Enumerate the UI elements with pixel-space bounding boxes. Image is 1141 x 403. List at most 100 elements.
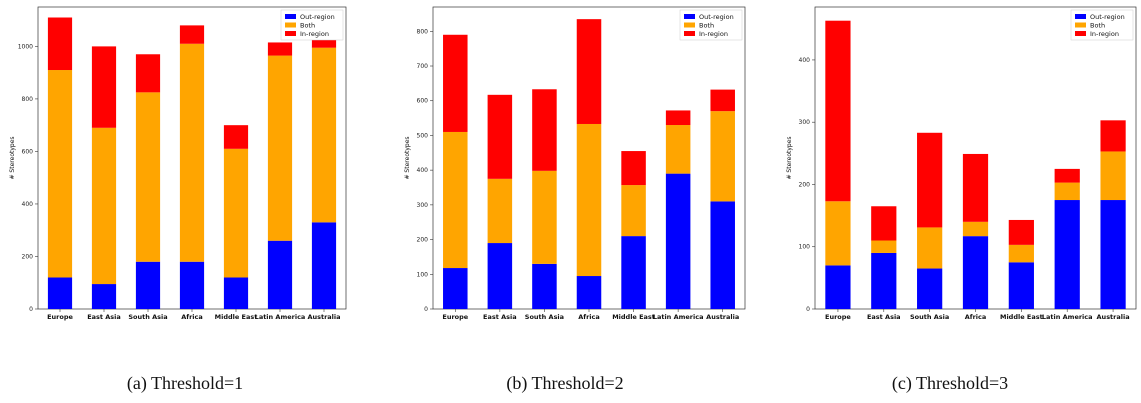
bar-segment-in-region <box>576 19 602 124</box>
y-tick-label: 600 <box>22 148 34 155</box>
bar-segment-in-region <box>1100 120 1126 152</box>
bar-segment-in-region <box>1008 219 1034 245</box>
y-tick-label: 400 <box>417 167 429 174</box>
bar-segment-both <box>311 47 337 223</box>
bar-segment-in-region <box>487 94 513 179</box>
y-axis-label: # Stereotypes <box>786 136 793 179</box>
y-tick-label: 0 <box>424 306 428 313</box>
bar-segment-both <box>962 221 989 237</box>
y-tick-label: 600 <box>417 98 429 105</box>
chart-panel-b: 0 100 200 300 400 500 600 700 800 # Stereotypes Eu… <box>380 0 750 340</box>
legend-swatch <box>684 31 695 36</box>
caption-c: (c) Threshold=3 <box>891 373 1009 393</box>
x-tick-label: Latin America <box>1042 313 1093 321</box>
bar-segment-in-region <box>917 132 943 228</box>
bar-segment-both <box>487 178 513 244</box>
bar-segment-in-region <box>532 89 557 171</box>
x-tick-label: Africa <box>965 313 987 321</box>
bar-segment-both <box>223 148 249 278</box>
bar-segment-out-region <box>91 284 117 309</box>
bar-segment-both <box>1100 151 1126 201</box>
bar-segment-out-region <box>1100 200 1126 309</box>
bar-segment-in-region <box>443 34 468 132</box>
y-tick-label: 0 <box>806 306 810 313</box>
y-tick-label: 100 <box>417 271 429 278</box>
x-tick-label: Australia <box>706 313 739 321</box>
legend-label: In-region <box>1090 30 1119 38</box>
y-tick-label: 700 <box>417 63 429 70</box>
bar-segment-out-region <box>962 236 989 309</box>
bar-segment-out-region <box>487 243 513 309</box>
bar-segment-both <box>871 240 897 253</box>
x-tick-label: Latin America <box>255 313 306 321</box>
legend-swatch <box>1075 22 1086 28</box>
bar-segment-out-region <box>871 252 897 309</box>
bar-segment-both <box>267 55 293 241</box>
x-tick-label: Europe <box>442 313 468 321</box>
x-tick-label: Middle East <box>612 313 655 321</box>
bar-segment-both <box>665 125 691 174</box>
y-tick-label: 1000 <box>18 43 33 50</box>
bar-segment-out-region <box>47 277 73 309</box>
y-tick-label: 200 <box>417 237 429 244</box>
x-tick-label: East Asia <box>867 313 901 321</box>
legend-swatch <box>285 31 296 36</box>
y-tick-label: 500 <box>417 132 429 139</box>
legend-swatch <box>285 22 296 28</box>
legend-swatch <box>684 14 695 19</box>
bar-segment-out-region <box>917 268 943 309</box>
y-axis-label: # Stereotypes <box>404 136 411 179</box>
bar-segment-out-region <box>311 222 337 309</box>
x-tick-label: Africa <box>578 313 600 321</box>
x-tick-label: South Asia <box>128 313 167 321</box>
bar-segment-out-region <box>532 263 557 309</box>
bar-segment-both <box>532 170 557 264</box>
bar-segment-out-region <box>135 261 161 309</box>
bar-segment-both <box>179 43 205 262</box>
y-tick-label: 200 <box>799 181 811 188</box>
bar-segment-out-region <box>267 240 293 309</box>
legend-label: Both <box>1090 22 1105 30</box>
chart-b: 0 100 200 300 400 500 600 700 800 # Stereotypes Eu… <box>404 6 746 321</box>
bar-segment-in-region <box>871 206 897 241</box>
x-tick-label: Europe <box>825 313 851 321</box>
bar-segment-both <box>443 131 468 269</box>
bar-segment-out-region <box>621 236 646 309</box>
x-tick-label: South Asia <box>910 313 949 321</box>
bar-segment-both <box>825 201 851 266</box>
bar-segment-both <box>621 185 646 237</box>
bar-segment-in-region <box>621 151 646 186</box>
bar-segment-out-region <box>1008 262 1034 309</box>
legend-swatch <box>1075 31 1086 36</box>
y-axis-label: # Stereotypes <box>9 136 16 179</box>
bar-segment-both <box>576 123 602 277</box>
bar-segment-in-region <box>91 46 117 128</box>
bar-segment-in-region <box>962 153 989 222</box>
bar-segment-in-region <box>47 17 73 71</box>
legend-label: Both <box>699 22 714 30</box>
caption-b: (b) Threshold=2 <box>506 373 624 393</box>
bar-segment-out-region <box>223 277 249 309</box>
bar-segment-both <box>47 70 73 278</box>
bar-segment-out-region <box>179 261 205 309</box>
bar-segment-in-region <box>710 89 735 112</box>
legend-swatch <box>285 14 296 19</box>
x-tick-label: Middle East <box>215 313 258 321</box>
x-tick-label: Latin America <box>653 313 704 321</box>
bar-segment-out-region <box>825 265 851 309</box>
bar-segment-both <box>91 127 117 285</box>
legend-label: Out-region <box>699 13 734 21</box>
legend-swatch <box>684 22 695 28</box>
bar-segment-in-region <box>1054 168 1080 183</box>
chart-a: 0 200 400 600 800 1000 # Stereotypes Europe East… <box>9 6 347 321</box>
y-tick-label: 200 <box>22 253 34 260</box>
y-tick-label: 800 <box>417 28 429 35</box>
y-tick-label: 400 <box>22 201 34 208</box>
bar-segment-out-region <box>1054 200 1080 309</box>
bar-segment-out-region <box>443 268 468 309</box>
y-tick-label: 100 <box>799 244 811 251</box>
bar-segment-in-region <box>825 20 851 202</box>
chart-panel-a: 0 200 400 600 800 1000 # Stereotypes Europe East… <box>0 0 360 340</box>
bar-segment-in-region <box>179 25 205 44</box>
